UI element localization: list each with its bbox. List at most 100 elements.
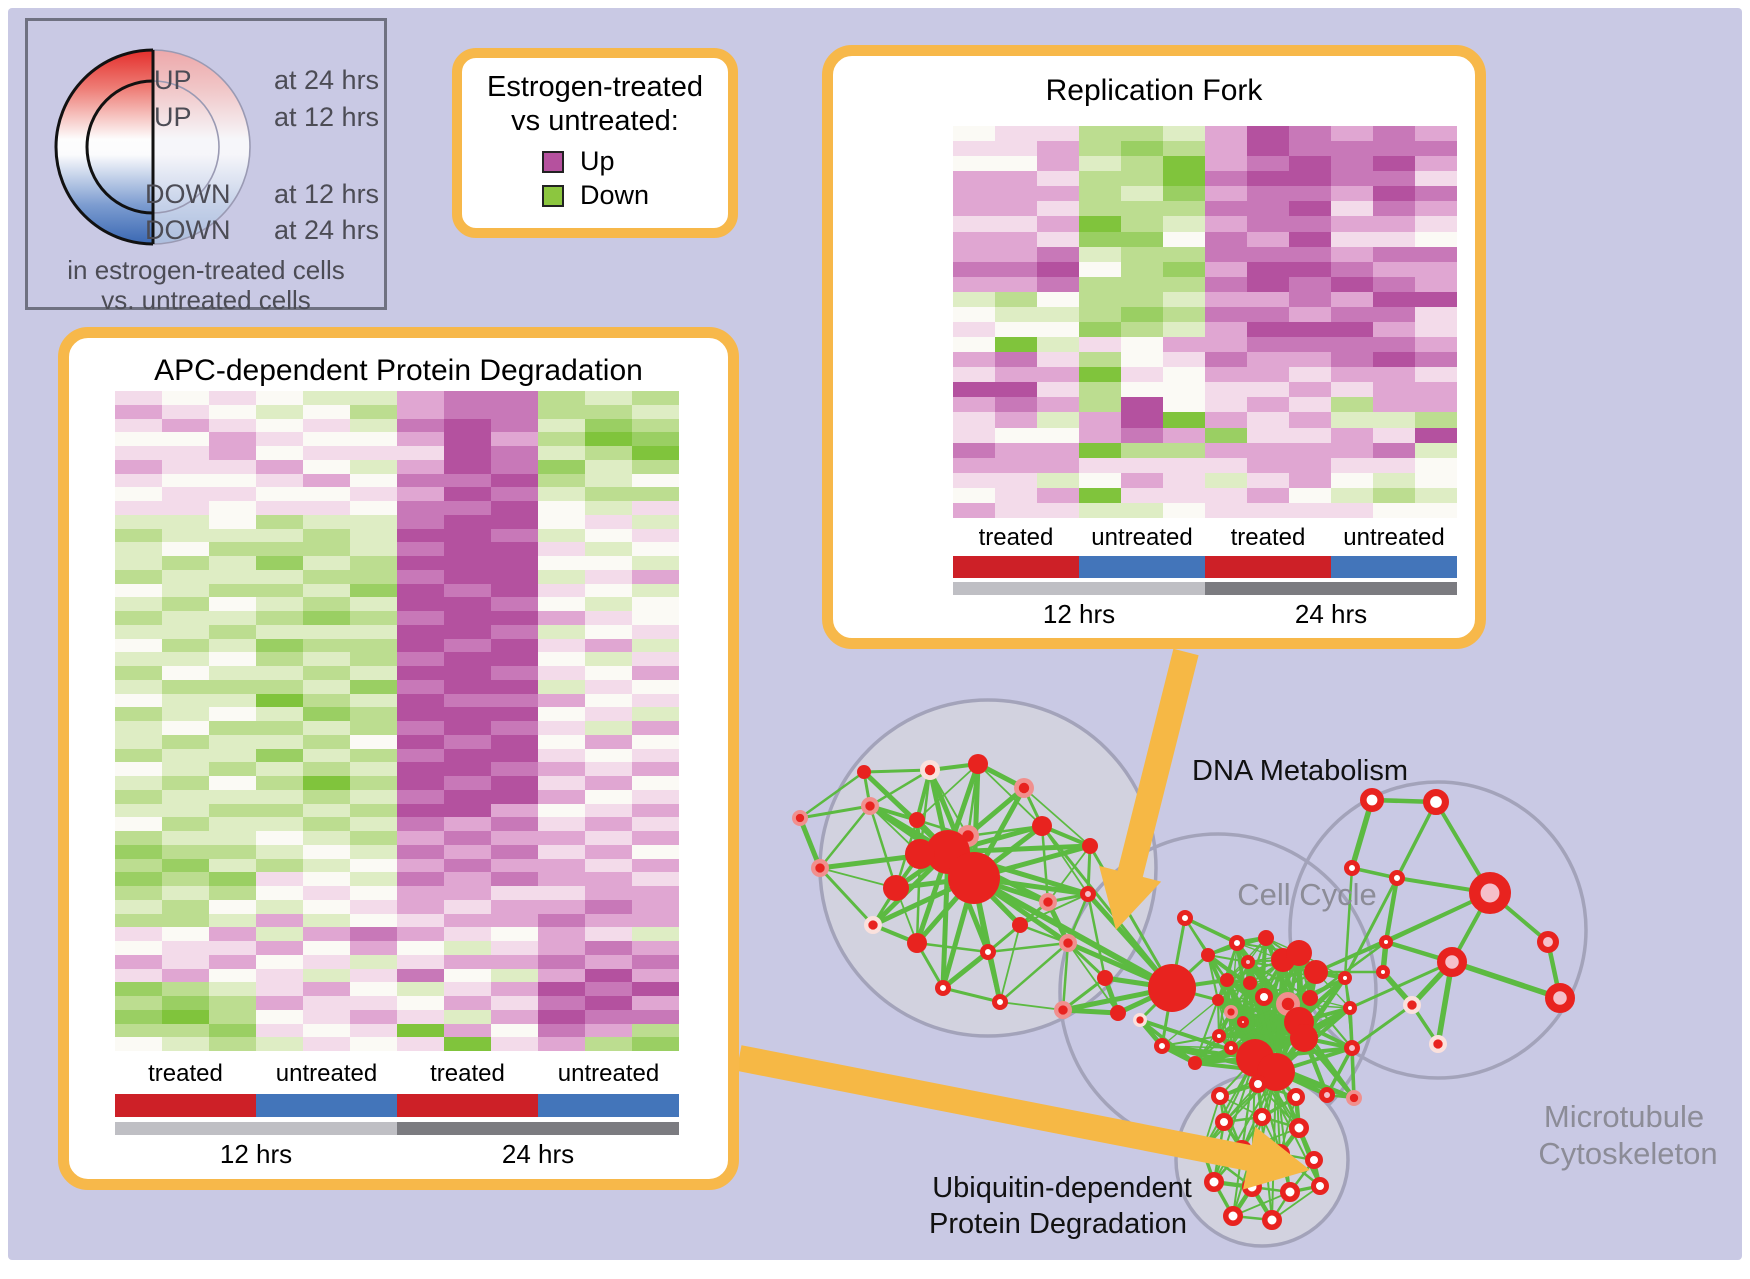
heatmap-cell [1331, 337, 1373, 353]
heatmap-cell [1289, 141, 1331, 157]
heatmap-cell [444, 611, 491, 625]
heatmap-cell [303, 927, 350, 941]
heatmap-cell [115, 954, 162, 969]
heatmap-cell [444, 954, 491, 969]
heatmap-cell [256, 611, 303, 625]
apc-time-colorbar [115, 1122, 679, 1135]
heatmap-cell [1373, 457, 1415, 473]
rf-cond-untreated-12: untreated [1091, 524, 1193, 551]
heatmap-cell [491, 954, 538, 969]
heatmap-cell [953, 472, 995, 488]
heatmap-cell [1079, 126, 1121, 142]
heatmap-cell [1373, 186, 1415, 202]
heatmap-cell [350, 927, 397, 941]
heatmap-cell [1247, 427, 1289, 443]
heatmap-cell [1121, 382, 1163, 398]
heatmap-cell [162, 817, 209, 831]
heatmap-cell [162, 913, 209, 928]
heatmap-cell [1289, 291, 1331, 307]
heatmap-cell [538, 432, 585, 446]
heatmap-cell [162, 459, 209, 474]
heatmap-cell [444, 941, 491, 955]
apc-label-12hrs: 12 hrs [219, 1139, 293, 1169]
heatmap-cell [256, 473, 303, 488]
heatmap-cell [538, 446, 585, 460]
heatmap-cell [209, 954, 256, 969]
heatmap-cell [303, 707, 350, 721]
heatmap-cell [1163, 171, 1205, 187]
heatmap-cell [397, 817, 444, 831]
heatmap-cell [953, 156, 995, 172]
heatmap-cell [162, 762, 209, 776]
heatmap-cell [1331, 171, 1373, 187]
heatmap-cell [632, 583, 679, 598]
heatmap-cell [1205, 337, 1247, 353]
heatmap-cell [256, 693, 303, 708]
heatmap-cell [1331, 246, 1373, 262]
heatmap-cell [538, 872, 585, 886]
heatmap-cell [1373, 427, 1415, 443]
heatmap-cell [538, 954, 585, 969]
heatmap-cell [1415, 201, 1457, 217]
heatmap-cell [256, 487, 303, 501]
heatmap-cell [1247, 502, 1289, 518]
heatmap-cell [632, 693, 679, 708]
heatmap-cell [1163, 412, 1205, 428]
heatmap-cell [162, 597, 209, 611]
heatmap-cell [1079, 171, 1121, 187]
heatmap-cell [444, 872, 491, 886]
heatmap-cell [1373, 216, 1415, 232]
heatmap-cell [350, 803, 397, 818]
legend-down-24: DOWN [145, 215, 231, 245]
heatmap-cell [1247, 382, 1289, 398]
heatmap-cell [1289, 457, 1331, 473]
heatmap-cell [444, 418, 491, 433]
heatmap-cell [491, 652, 538, 666]
heatmap-cell [115, 776, 162, 790]
heatmap-cell [1037, 487, 1079, 503]
heatmap-cell [632, 831, 679, 845]
heatmap-cell [162, 487, 209, 501]
heatmap-cell [632, 487, 679, 501]
apc-heatmap [115, 391, 679, 1051]
heatmap-cell [1121, 397, 1163, 413]
heatmap-cell [1163, 216, 1205, 232]
heatmap-cell [209, 404, 256, 419]
heatmap-cell [538, 611, 585, 625]
heatmap-cell [585, 528, 632, 543]
heatmap-cell [1079, 487, 1121, 503]
heatmap-cell [162, 968, 209, 983]
heatmap-cell [491, 762, 538, 776]
heatmap-cell [162, 872, 209, 886]
heatmap-cell [585, 872, 632, 886]
heatmap-cell [995, 246, 1037, 262]
replication-fork-panel: Replication Fork treated untreated treat… [822, 45, 1486, 649]
heatmap-cell [585, 583, 632, 598]
heatmap-cell [585, 817, 632, 831]
heatmap-cell [1163, 367, 1205, 383]
heatmap-cell [1205, 171, 1247, 187]
heatmap-cell [115, 528, 162, 543]
heatmap-cell [350, 858, 397, 873]
heatmap-cell [1289, 367, 1331, 383]
heatmap-cell [162, 1037, 209, 1051]
heatmap-cell [632, 844, 679, 859]
heatmap-cell [256, 817, 303, 831]
heatmap-cell [303, 501, 350, 515]
heatmap-cell [115, 858, 162, 873]
heatmap-cell [303, 954, 350, 969]
heatmap-cell [585, 652, 632, 666]
heatmap-cell [585, 927, 632, 941]
heatmap-cell [1121, 171, 1163, 187]
heatmap-cell [491, 844, 538, 859]
heatmap-cell [1079, 246, 1121, 262]
heatmap-cell [1289, 502, 1331, 518]
heatmap-cell [1079, 427, 1121, 443]
rf-cond-untreated-24: untreated [1343, 524, 1445, 551]
rf-bar-untreated-24 [1331, 556, 1457, 578]
heatmap-cell [1079, 186, 1121, 202]
heatmap-cell [1163, 457, 1205, 473]
heatmap-cell [1037, 397, 1079, 413]
heatmap-cell [538, 583, 585, 598]
heatmap-cell [632, 982, 679, 996]
